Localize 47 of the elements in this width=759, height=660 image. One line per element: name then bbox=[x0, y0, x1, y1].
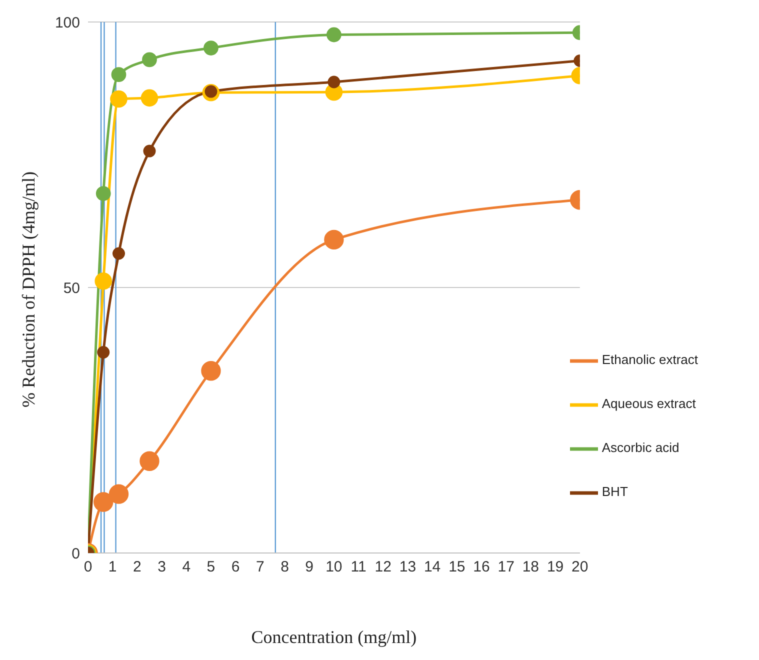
point bbox=[94, 492, 114, 512]
point bbox=[112, 247, 125, 260]
y-tick-label: 0 bbox=[72, 545, 80, 562]
point bbox=[111, 67, 126, 82]
x-tick-label: 9 bbox=[305, 558, 314, 576]
point bbox=[94, 272, 112, 290]
x-tick-label: 14 bbox=[424, 558, 441, 576]
point bbox=[108, 484, 129, 504]
x-tick-label: 11 bbox=[350, 558, 366, 576]
x-tick-label: 8 bbox=[280, 558, 289, 576]
x-tick-label: 3 bbox=[158, 558, 166, 576]
x-tick-label: 1 bbox=[108, 558, 117, 576]
point bbox=[204, 40, 218, 56]
x-tick-label: 6 bbox=[231, 558, 240, 576]
x-tick-label: 17 bbox=[498, 558, 514, 576]
legend-label: Aqueous extract bbox=[602, 396, 696, 411]
x-tick-label: 20 bbox=[572, 558, 588, 576]
point bbox=[97, 346, 110, 359]
legend-label: Ethanolic extract bbox=[602, 352, 698, 367]
x-tick-label: 19 bbox=[546, 558, 564, 576]
point bbox=[326, 27, 342, 42]
x-axis-title: Concentration (mg/ml) bbox=[251, 627, 417, 647]
point bbox=[328, 76, 340, 88]
y-axis-title: % Reduction of DPPH (4mg/ml) bbox=[18, 172, 38, 408]
point bbox=[143, 144, 156, 158]
x-tick-label: 15 bbox=[448, 558, 466, 576]
point bbox=[142, 52, 157, 68]
point bbox=[140, 89, 158, 107]
x-tick-label: 0 bbox=[84, 558, 92, 576]
point bbox=[140, 451, 160, 471]
point bbox=[110, 90, 128, 108]
y-tick-label: 100 bbox=[54, 14, 80, 32]
x-tick-label: 12 bbox=[374, 558, 392, 576]
x-tick-label: 13 bbox=[399, 558, 416, 576]
x-tick-label: 10 bbox=[326, 558, 342, 576]
x-tick-label: 2 bbox=[133, 558, 142, 576]
x-tick-label: 5 bbox=[206, 558, 216, 576]
x-tick-label: 18 bbox=[522, 558, 540, 576]
point bbox=[96, 186, 111, 201]
point bbox=[324, 230, 344, 250]
x-tick-label: 4 bbox=[182, 558, 191, 576]
point bbox=[201, 361, 221, 381]
legend-label: BHT bbox=[602, 484, 628, 499]
x-tick-label: 7 bbox=[256, 558, 264, 576]
x-tick-label: 16 bbox=[473, 558, 490, 576]
y-tick-label: 50 bbox=[63, 280, 80, 297]
legend-label: Ascorbic acid bbox=[602, 440, 680, 455]
